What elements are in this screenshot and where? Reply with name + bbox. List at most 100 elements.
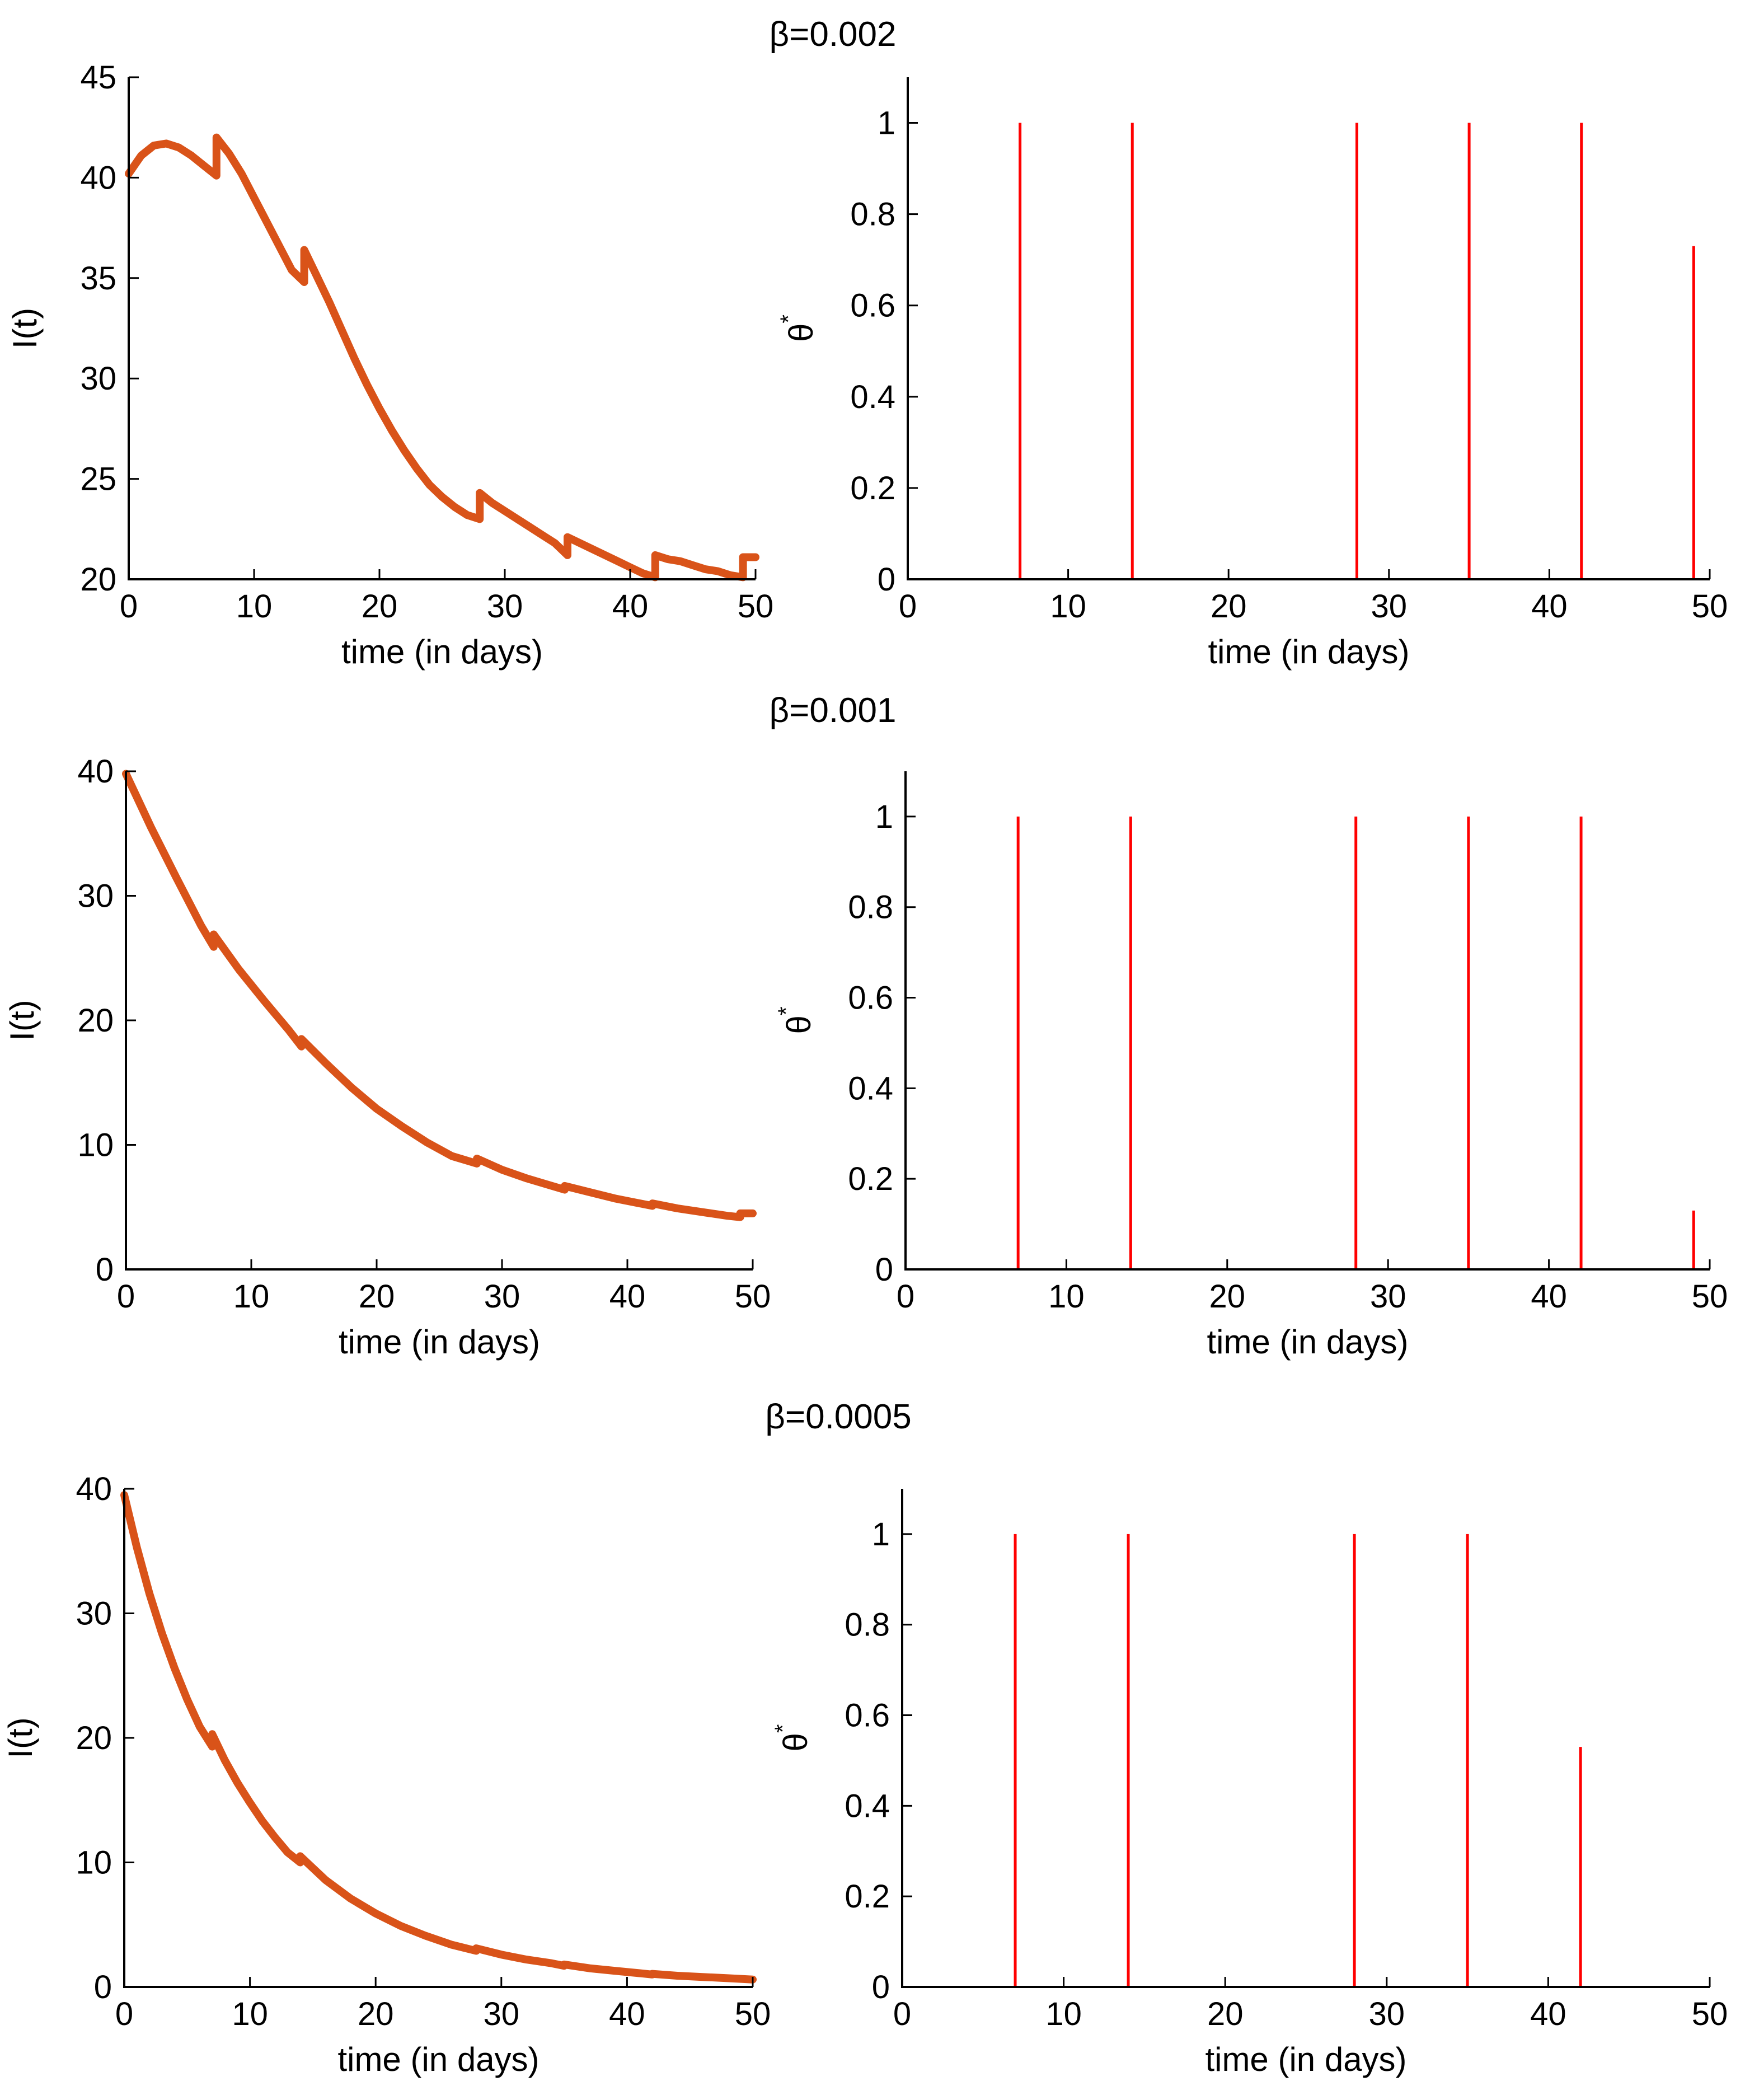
x-tick-label: 50 [738, 588, 774, 625]
theta-superscript: * [774, 1007, 799, 1016]
theta-spike-series [908, 123, 1710, 580]
y-axis-label-theta: θ* [771, 1724, 814, 1752]
y-tick-label: 20 [77, 1002, 114, 1039]
y-tick-label: 40 [77, 753, 114, 790]
infected-line [122, 770, 757, 1221]
y-tick-label: 0.2 [848, 1161, 893, 1197]
x-tick-label: 0 [897, 1278, 914, 1315]
x-tick-label: 40 [609, 1278, 646, 1315]
x-tick-label: 10 [236, 588, 273, 625]
y-tick-label: 0 [875, 1251, 893, 1288]
tick-labels: 0 10 20 30 40 50 0 10 20 30 40 [76, 1471, 771, 2032]
y-tick-label: 35 [80, 260, 116, 297]
x-tick-label: 20 [362, 588, 398, 625]
x-tick-label: 50 [1692, 1278, 1728, 1315]
x-tick-label: 30 [487, 588, 523, 625]
y-tick-label: 30 [80, 360, 116, 397]
tick-labels: 0 10 20 30 40 50 0 0.2 0.4 0.6 0.8 1 [850, 105, 1728, 625]
y-tick-label: 0 [872, 1969, 890, 2005]
y-tick-label: 45 [80, 59, 116, 96]
x-tick-label: 40 [1530, 1996, 1566, 2032]
y-tick-label: 1 [872, 1516, 890, 1553]
x-axis-label: time (in days) [1207, 1323, 1408, 1361]
theta-plot-beta-0.0005: 0 10 20 30 40 50 0 0.2 0.4 0.6 0.8 1 time (in days)… [771, 1489, 1728, 2078]
x-axis-label: time (in days) [341, 633, 543, 671]
y-tick-label: 0 [96, 1251, 114, 1288]
x-tick-label: 20 [1211, 588, 1247, 625]
x-tick-label: 20 [358, 1996, 394, 2032]
theta-symbol: θ [777, 1733, 814, 1751]
y-tick-label: 0.6 [848, 980, 893, 1016]
infected-line [120, 1491, 757, 1984]
x-axis-label: time (in days) [337, 2041, 539, 2078]
infected-line-series [125, 133, 759, 582]
y-tick-label: 0.4 [850, 379, 895, 415]
y-axis-label: I(t) [6, 308, 44, 349]
x-tick-label: 40 [1531, 588, 1568, 625]
x-tick-label: 40 [609, 1996, 645, 2032]
theta-symbol: θ [782, 324, 820, 342]
x-axis-label: time (in days) [1208, 633, 1409, 671]
theta-superscript: * [771, 1724, 795, 1733]
infected-line-series [122, 770, 757, 1221]
x-tick-label: 50 [735, 1278, 771, 1315]
y-axis-label: θ* [774, 1007, 818, 1034]
x-tick-label: 30 [1370, 1278, 1406, 1315]
y-tick-label: 1 [875, 799, 893, 835]
x-tick-label: 10 [232, 1996, 268, 2032]
y-tick-label: 30 [77, 878, 114, 915]
y-tick-label: 40 [80, 160, 116, 196]
row-title-beta-0.001: β=0.001 [769, 691, 896, 730]
tick-labels: 0 10 20 30 40 50 20 25 30 35 40 45 [80, 59, 773, 625]
x-tick-label: 30 [1371, 588, 1408, 625]
x-axis-label: time (in days) [1205, 2041, 1406, 2078]
tick-labels: 0 10 20 30 40 50 0 10 20 30 40 [77, 753, 771, 1315]
x-tick-label: 0 [115, 1996, 133, 2032]
x-tick-label: 40 [1531, 1278, 1567, 1315]
x-tick-label: 50 [1692, 588, 1728, 625]
x-tick-label: 10 [1048, 1278, 1085, 1315]
infected-plot-beta-0.001: 0 10 20 30 40 50 0 10 20 30 40 time (in days) I(t) [3, 753, 771, 1361]
theta-spike-series [906, 816, 1710, 1271]
y-tick-label: 10 [77, 1127, 114, 1164]
axes-lines [125, 771, 753, 1271]
axes-lines [904, 771, 1710, 1271]
x-tick-label: 0 [117, 1278, 135, 1315]
infected-line [125, 133, 759, 582]
y-tick-label: 0.4 [845, 1788, 890, 1824]
y-tick-label: 0.6 [850, 288, 895, 324]
infected-plot-beta-0.002: 0 10 20 30 40 50 20 25 30 35 40 45 time (in days) I… [6, 59, 773, 671]
tick-labels: 0 10 20 30 40 50 0 0.2 0.4 0.6 0.8 1 [848, 799, 1728, 1315]
y-tick-label: 20 [80, 561, 116, 598]
y-tick-label: 1 [878, 105, 895, 142]
infected-line-series [120, 1491, 757, 1984]
theta-plot-beta-0.001: 0 10 20 30 40 50 0 0.2 0.4 0.6 0.8 1 time (in days)… [774, 771, 1728, 1361]
y-tick-label: 40 [76, 1471, 112, 1507]
y-tick-label: 25 [80, 461, 116, 498]
x-tick-label: 0 [893, 1996, 911, 2032]
x-axis-label: time (in days) [339, 1323, 540, 1361]
y-axis-label: θ* [771, 1724, 814, 1752]
y-tick-label: 10 [76, 1845, 112, 1881]
x-tick-label: 0 [120, 588, 138, 625]
x-tick-label: 20 [1209, 1278, 1246, 1315]
x-tick-label: 0 [899, 588, 917, 625]
y-tick-label: 0 [94, 1969, 112, 2005]
y-axis-label: I(t) [3, 1000, 41, 1040]
y-tick-label: 0.4 [848, 1070, 893, 1107]
x-tick-label: 30 [484, 1996, 520, 2032]
x-tick-label: 20 [359, 1278, 395, 1315]
y-axis-label-theta: θ* [774, 1007, 818, 1034]
y-tick-label: 0 [878, 561, 895, 598]
y-tick-label: 0.8 [850, 196, 895, 233]
row-title-beta-0.002: β=0.002 [769, 15, 896, 54]
theta-superscript: * [776, 315, 801, 324]
x-tick-label: 50 [1692, 1996, 1728, 2032]
y-tick-label: 0.8 [848, 889, 893, 926]
x-tick-label: 10 [1045, 1996, 1082, 2032]
x-tick-label: 10 [233, 1278, 270, 1315]
y-tick-label: 30 [76, 1596, 112, 1632]
axes-lines [907, 77, 1710, 580]
y-tick-label: 0.2 [850, 470, 895, 507]
